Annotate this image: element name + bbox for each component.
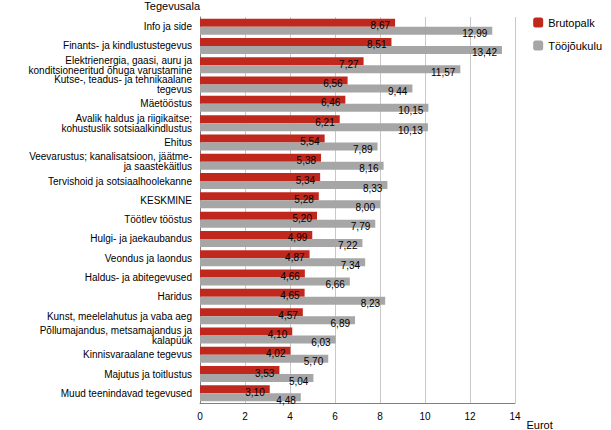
svg-text:3,53: 3,53: [255, 368, 275, 379]
svg-text:7,27: 7,27: [339, 59, 359, 70]
svg-text:4,48: 4,48: [276, 395, 296, 406]
svg-text:konditsioneeritud õhuga varust: konditsioneeritud õhuga varustamine: [28, 64, 192, 76]
svg-text:4,87: 4,87: [285, 252, 305, 263]
svg-text:4,10: 4,10: [268, 329, 288, 340]
svg-text:6,21: 6,21: [315, 117, 335, 128]
svg-text:7,34: 7,34: [341, 260, 361, 271]
svg-text:Brutopalk: Brutopalk: [548, 17, 595, 29]
svg-text:12,99: 12,99: [462, 28, 487, 39]
svg-text:4: 4: [287, 411, 293, 422]
svg-text:6,46: 6,46: [321, 97, 341, 108]
svg-text:14: 14: [509, 411, 521, 422]
svg-text:Muud teenindavad tegevused: Muud teenindavad tegevused: [61, 388, 192, 399]
svg-text:5,54: 5,54: [300, 136, 320, 147]
svg-text:7,79: 7,79: [351, 221, 371, 232]
svg-text:Eurot: Eurot: [526, 419, 552, 430]
svg-text:8,00: 8,00: [356, 202, 376, 213]
svg-text:13,42: 13,42: [472, 47, 497, 58]
svg-text:Info ja side: Info ja side: [144, 21, 193, 32]
svg-text:Tööjõukulu: Tööjõukulu: [548, 40, 602, 52]
svg-text:Kutse-, teadus- ja tehnikaalan: Kutse-, teadus- ja tehnikaalane: [54, 74, 192, 86]
svg-text:KESKMINE: KESKMINE: [140, 195, 192, 206]
svg-text:Põllumajandus, metsamajandus j: Põllumajandus, metsamajandus ja: [39, 325, 192, 336]
svg-text:Kunst, meelelahutus ja vaba ae: Kunst, meelelahutus ja vaba aeg: [47, 311, 192, 322]
svg-text:0: 0: [197, 411, 203, 422]
svg-text:Töötlev tööstus: Töötlev tööstus: [124, 214, 192, 225]
svg-text:5,04: 5,04: [289, 376, 309, 387]
svg-text:Avalik haldus ja riigikaitse;: Avalik haldus ja riigikaitse;: [75, 112, 192, 124]
svg-text:8,51: 8,51: [367, 39, 387, 50]
svg-text:Tegevusala: Tegevusala: [144, 0, 201, 12]
svg-text:4,66: 4,66: [280, 271, 300, 282]
svg-text:kohustuslik sotsiaalkindlustus: kohustuslik sotsiaalkindlustus: [61, 123, 192, 134]
svg-text:Haridus: Haridus: [158, 291, 192, 302]
svg-text:8: 8: [377, 411, 383, 422]
svg-text:Hulgi- ja jaekaubandus: Hulgi- ja jaekaubandus: [90, 233, 192, 244]
svg-text:7,22: 7,22: [338, 240, 358, 251]
svg-text:ja saastekäitlus: ja saastekäitlus: [123, 161, 192, 172]
svg-text:tegevus: tegevus: [157, 84, 192, 95]
svg-text:Mäetööstus: Mäetööstus: [140, 98, 192, 109]
svg-text:Elektrienergia, gaasi, auru ja: Elektrienergia, gaasi, auru ja: [65, 54, 192, 66]
svg-text:12: 12: [464, 411, 476, 422]
svg-text:4,65: 4,65: [280, 290, 300, 301]
svg-text:10,15: 10,15: [398, 105, 423, 116]
svg-text:6,89: 6,89: [331, 318, 351, 329]
svg-text:8,16: 8,16: [359, 163, 379, 174]
svg-text:9,44: 9,44: [388, 86, 408, 97]
svg-text:10,13: 10,13: [398, 125, 423, 136]
svg-text:6,03: 6,03: [311, 337, 331, 348]
svg-text:Tervishoid ja sotsiaalhoolekan: Tervishoid ja sotsiaalhoolekanne: [48, 176, 192, 187]
svg-text:kalapüük: kalapüük: [152, 335, 193, 346]
svg-text:7,89: 7,89: [353, 144, 373, 155]
svg-text:6: 6: [332, 411, 338, 422]
svg-text:Veondus ja laondus: Veondus ja laondus: [105, 253, 192, 264]
svg-text:Finants- ja kindlustustegevus: Finants- ja kindlustustegevus: [63, 40, 192, 51]
svg-text:4,57: 4,57: [278, 310, 298, 321]
svg-text:8,23: 8,23: [361, 298, 381, 309]
svg-text:Ehitus: Ehitus: [164, 137, 192, 148]
svg-text:Kinnisvaraalane tegevus: Kinnisvaraalane tegevus: [83, 349, 192, 360]
svg-text:Veevarustus; kanalisatsioon, j: Veevarustus; kanalisatsioon, jäätme-: [29, 151, 192, 163]
svg-text:4,02: 4,02: [266, 348, 286, 359]
svg-text:Haldus- ja abitegevused: Haldus- ja abitegevused: [85, 272, 192, 283]
svg-text:5,70: 5,70: [304, 356, 324, 367]
svg-text:8,67: 8,67: [371, 20, 391, 31]
svg-text:5,34: 5,34: [296, 175, 316, 186]
svg-text:5,20: 5,20: [293, 213, 313, 224]
svg-text:6,56: 6,56: [323, 78, 343, 89]
svg-text:4,99: 4,99: [288, 232, 308, 243]
svg-text:10: 10: [419, 411, 431, 422]
svg-text:2: 2: [242, 411, 248, 422]
svg-text:3,10: 3,10: [245, 387, 265, 398]
svg-text:11,57: 11,57: [431, 67, 456, 78]
svg-text:Majutus ja toitlustus: Majutus ja toitlustus: [104, 369, 192, 380]
svg-text:8,33: 8,33: [363, 183, 383, 194]
svg-text:5,38: 5,38: [297, 155, 317, 166]
svg-text:6,66: 6,66: [325, 279, 345, 290]
svg-text:5,28: 5,28: [294, 194, 314, 205]
